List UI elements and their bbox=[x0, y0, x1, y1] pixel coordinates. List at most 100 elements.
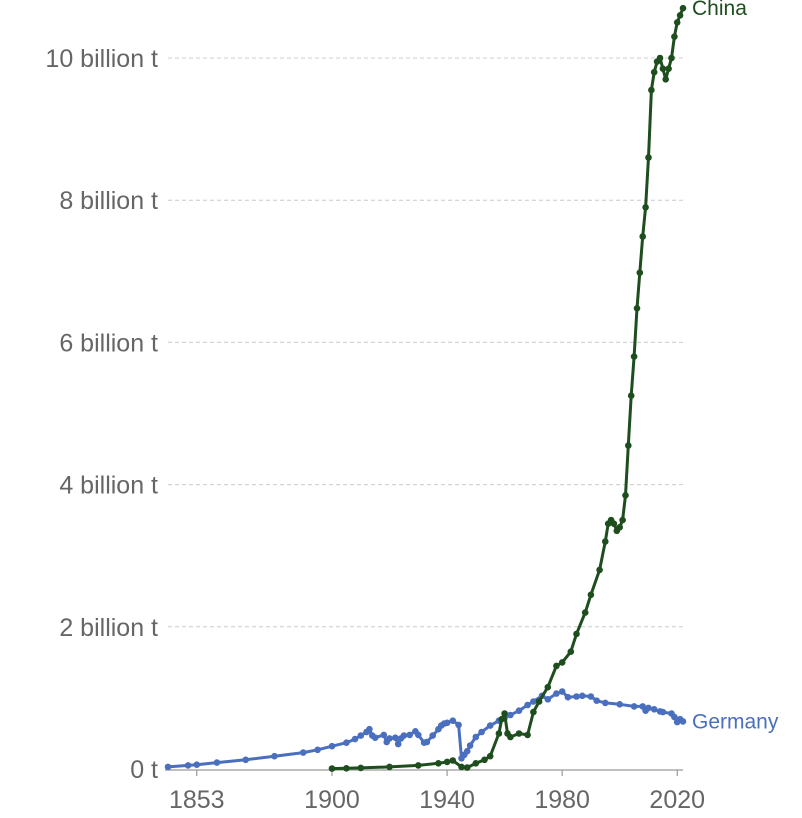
y-tick-label: 8 billion t bbox=[59, 187, 158, 215]
data-point-germany bbox=[544, 696, 552, 703]
data-point-germany bbox=[463, 747, 471, 755]
data-point-germany bbox=[630, 703, 638, 710]
data-point-germany bbox=[271, 752, 278, 760]
data-point-china bbox=[645, 154, 652, 161]
data-point-china bbox=[616, 524, 623, 531]
data-point-china bbox=[627, 392, 635, 400]
data-point-germany bbox=[466, 742, 474, 749]
data-point-germany bbox=[343, 739, 350, 746]
data-point-china bbox=[648, 86, 655, 94]
data-point-china bbox=[435, 760, 442, 767]
data-point-china bbox=[458, 763, 465, 771]
data-point-china bbox=[524, 731, 531, 739]
data-point-germany bbox=[366, 725, 373, 733]
y-tick-label: 4 billion t bbox=[59, 472, 158, 500]
data-point-china bbox=[498, 715, 506, 723]
y-tick-label: 10 billion t bbox=[45, 45, 158, 73]
series-labels: Germany China bbox=[692, 0, 779, 733]
data-point-china bbox=[357, 764, 365, 772]
data-point-china bbox=[581, 609, 589, 616]
y-tick-label: 6 billion t bbox=[59, 329, 158, 357]
x-tick-label: 2020 bbox=[649, 786, 705, 814]
data-point-germany bbox=[472, 733, 480, 741]
data-point-china bbox=[625, 442, 632, 449]
data-point-china bbox=[449, 757, 457, 764]
data-point-germany bbox=[380, 731, 388, 739]
data-point-germany bbox=[564, 693, 572, 701]
data-point-germany bbox=[553, 690, 560, 697]
data-point-china bbox=[443, 758, 451, 766]
data-point-china bbox=[679, 4, 687, 12]
data-point-china bbox=[415, 762, 422, 769]
x-tick-label: 1853 bbox=[169, 786, 225, 814]
data-point-china bbox=[343, 765, 350, 772]
data-point-china bbox=[656, 54, 664, 62]
data-point-germany bbox=[478, 728, 485, 736]
data-point-germany bbox=[573, 693, 580, 700]
data-point-germany bbox=[530, 698, 537, 705]
data-point-germany bbox=[558, 688, 566, 695]
data-point-china bbox=[602, 538, 609, 545]
data-point-china bbox=[463, 764, 471, 771]
data-point-china bbox=[573, 630, 580, 638]
data-point-germany bbox=[671, 713, 678, 721]
data-point-china bbox=[662, 76, 669, 83]
data-point-china bbox=[630, 353, 638, 360]
data-point-china bbox=[676, 12, 684, 19]
data-point-china bbox=[472, 760, 480, 767]
data-point-germany bbox=[351, 735, 359, 743]
data-point-china bbox=[596, 566, 603, 574]
data-point-china bbox=[636, 269, 644, 277]
data-point-germany bbox=[659, 708, 667, 716]
x-tick-label: 1940 bbox=[419, 786, 475, 814]
data-point-germany bbox=[371, 734, 379, 741]
y-axis: 0 t 2 billion t 4 billion t 6 billion t 8 bi… bbox=[45, 45, 158, 784]
data-point-germany bbox=[357, 732, 365, 739]
data-point-china bbox=[650, 68, 658, 76]
data-point-china bbox=[530, 708, 537, 716]
data-point-germany bbox=[184, 762, 192, 769]
data-point-germany bbox=[392, 734, 399, 741]
data-point-china bbox=[622, 492, 629, 499]
data-point-china bbox=[501, 710, 508, 717]
data-point-china bbox=[665, 65, 672, 72]
series-group bbox=[164, 4, 687, 772]
data-point-china bbox=[587, 591, 595, 599]
data-point-germany bbox=[507, 711, 514, 719]
data-point-china bbox=[633, 305, 641, 312]
data-point-germany bbox=[299, 749, 307, 756]
series-label-china: China bbox=[692, 0, 747, 20]
data-point-china bbox=[673, 19, 681, 26]
data-point-china bbox=[619, 516, 626, 524]
data-point-germany bbox=[193, 761, 201, 768]
data-point-germany bbox=[406, 731, 414, 739]
gridlines bbox=[168, 57, 683, 628]
data-point-china bbox=[610, 520, 618, 527]
data-point-germany bbox=[443, 719, 451, 727]
data-point-china bbox=[558, 659, 566, 666]
data-point-china bbox=[507, 733, 514, 741]
data-point-germany bbox=[650, 706, 658, 713]
y-tick-label: 2 billion t bbox=[59, 614, 158, 642]
series-germany bbox=[164, 688, 687, 771]
data-point-china bbox=[567, 648, 575, 655]
data-point-germany bbox=[400, 732, 408, 739]
data-point-china bbox=[671, 33, 678, 40]
data-point-germany bbox=[213, 759, 221, 766]
data-point-china bbox=[481, 756, 488, 764]
series-label-germany: Germany bbox=[692, 710, 779, 733]
data-point-china bbox=[386, 763, 393, 771]
data-point-china bbox=[668, 54, 675, 62]
data-point-china bbox=[642, 204, 649, 211]
data-point-germany bbox=[524, 701, 531, 709]
data-point-germany bbox=[616, 701, 623, 708]
data-point-china bbox=[544, 683, 552, 691]
data-point-germany bbox=[314, 746, 321, 754]
data-point-germany bbox=[242, 756, 249, 764]
x-axis: 1853 1900 1940 1980 2020 bbox=[165, 769, 705, 814]
data-point-china bbox=[639, 233, 646, 240]
data-point-germany bbox=[593, 697, 600, 704]
data-point-germany bbox=[415, 731, 422, 739]
